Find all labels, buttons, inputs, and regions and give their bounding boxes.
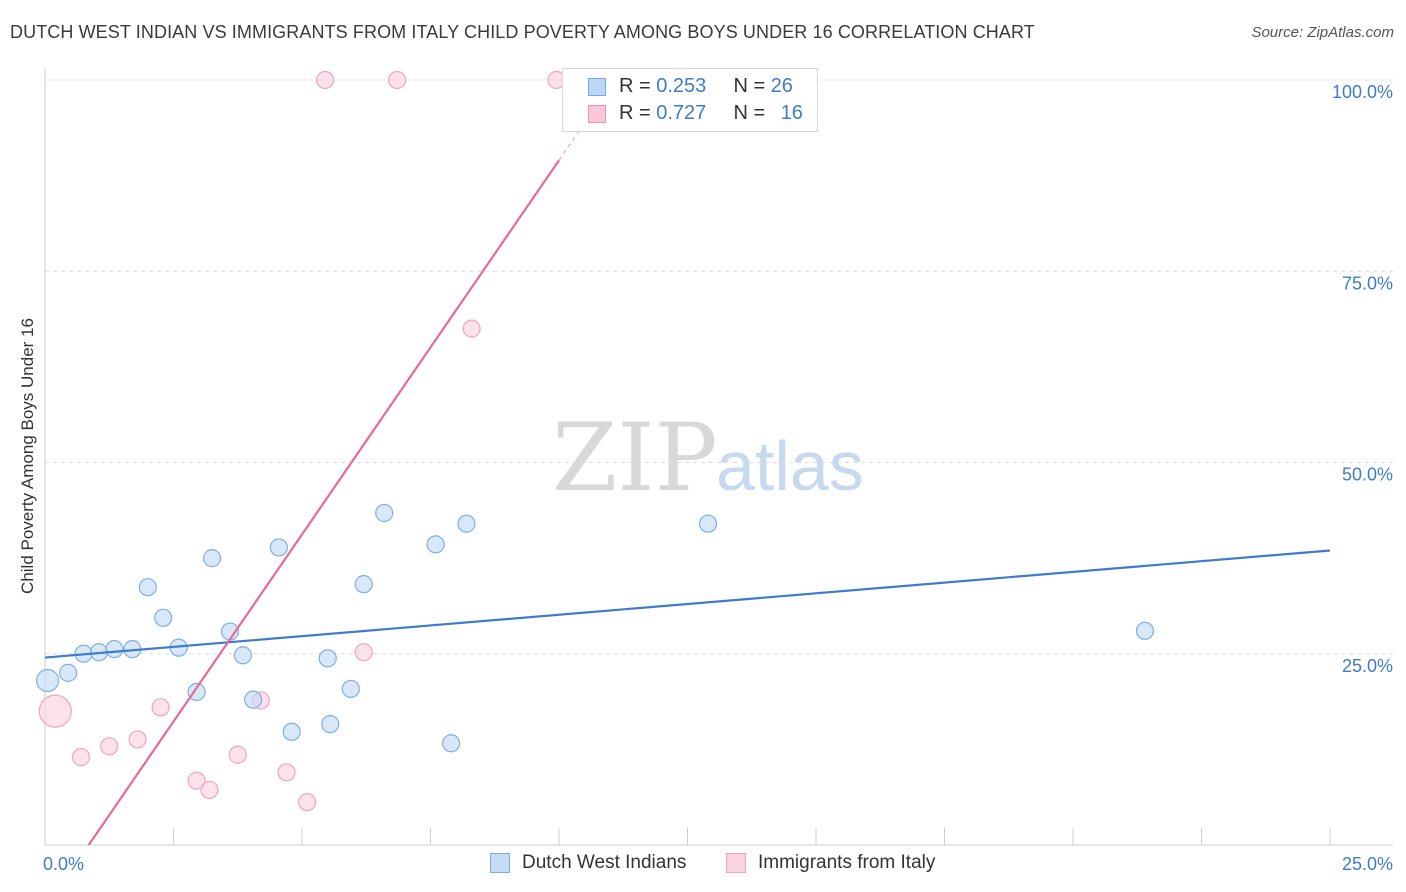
legend-label: Immigrants from Italy [758,852,936,873]
correlation-legend: R = 0.253 N = 26 R = 0.727 N = 16 [562,68,818,132]
dutch-west-indian-point [441,734,461,753]
n-value: 16 [780,102,803,124]
immigrant-italy-point [71,747,91,767]
dutch-west-indian-point [341,679,360,699]
dutch-west-indian-point [321,715,340,734]
dutch-west-indian-point [35,668,60,693]
y-tick-label: 100.0% [1332,82,1393,102]
immigrant-italy-point [187,771,206,790]
watermark-zip: ZIP [552,404,718,513]
immigrant-italy-point [462,319,481,338]
dutch-west-indian-trend-line [44,549,1331,659]
dutch-west-indian-point [154,608,173,627]
immigrant-italy-point [100,737,119,756]
n-value: 26 [770,75,793,97]
legend-swatch-blue [588,78,606,96]
immigrant-italy-point [228,745,247,764]
immigrant-italy-point [128,730,147,749]
immigrant-italy-point [277,763,296,782]
immigrant-italy-point [151,698,170,717]
r-label: R = [619,102,657,124]
y-tick-label: 25.0% [1342,656,1393,676]
dutch-west-indian-point [202,549,222,568]
legend-swatch-pink [588,105,606,123]
dutch-west-indian-point [244,690,263,709]
watermark-atlas: atlas [716,427,864,505]
immigrant-italy-trend-line [87,159,560,846]
dutch-west-indian-point [375,503,394,523]
x-tick-labels: 0.0% 25.0% [43,854,1393,874]
r-value: 0.253 [656,75,707,97]
n-label: N = [733,75,771,97]
watermark: ZIP atlas [552,404,864,513]
legend-label: Dutch West Indians [522,852,687,873]
legend-swatch-blue [490,853,510,873]
immigrant-italy-point [38,694,72,728]
y-tick-label: 75.0% [1342,273,1393,293]
chart-title: DUTCH WEST INDIAN VS IMMIGRANTS FROM ITA… [10,22,1035,42]
x-tick-label: 0.0% [43,854,84,874]
dutch-west-indian-point [59,663,78,682]
dutch-west-indian-point [698,514,718,533]
immigrant-italy-point [200,780,219,800]
dutch-west-indian-point [105,640,124,659]
gridlines [45,79,1393,655]
source-label: Source: ZipAtlas.com [1251,24,1394,41]
immigrant-italy-point [316,70,335,90]
r-label: R = [619,75,657,97]
legend-stats: R = 0.253 N = 26 [619,75,793,98]
legend-swatch-pink [726,853,746,873]
dutch-west-indian-point [282,722,301,741]
dutch-west-indian-point [1135,621,1155,640]
legend-stats: R = 0.727 N = 16 [619,102,803,125]
dutch-west-indian-point [318,649,337,668]
dutch-west-indian-point [426,535,445,554]
immigrant-italy-trend-extension [558,114,591,161]
dutch-west-indian-point [457,514,476,533]
dutch-west-indian-point [269,538,288,557]
immigrant-italy-point [298,793,317,812]
y-tick-label: 50.0% [1342,465,1393,485]
dutch-west-indian-point [233,646,252,665]
dutch-west-indian-point [138,578,157,597]
r-value: 0.727 [656,102,707,124]
dutch-west-indian-point [354,575,373,594]
immigrant-italy-point [387,70,407,90]
x-tick-label: 25.0% [1342,854,1393,874]
immigrant-italy-point [354,643,373,662]
dutch-west-indian-point [187,682,206,702]
n-label: N = [733,102,771,124]
trend-lines [44,114,1331,846]
y-tick-labels: 25.0% 50.0% 75.0% 100.0% [1332,82,1393,676]
